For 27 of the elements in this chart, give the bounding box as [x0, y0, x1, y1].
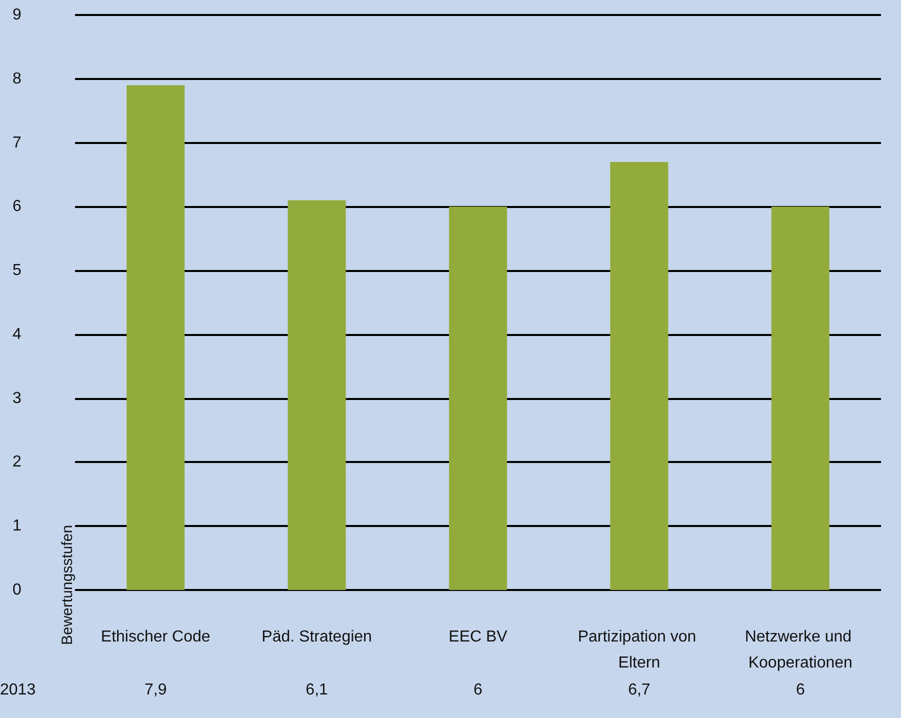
x-tick-label: Päd. Strategien — [262, 628, 372, 646]
bar — [449, 206, 507, 590]
y-axis-title: Bewertungsstufen — [59, 524, 76, 645]
bar — [288, 200, 346, 590]
data-label: 6,7 — [628, 682, 650, 698]
x-tick-label: Ethischer Code — [100, 628, 210, 646]
text: 2013 — [0, 682, 36, 698]
y-tick-label: 7 — [12, 134, 22, 152]
y-tick-label: 8 — [12, 70, 22, 88]
y-tick-label: 0 — [12, 582, 22, 598]
data-label: 7,9 — [144, 682, 167, 698]
bar — [610, 162, 668, 590]
bar — [771, 206, 830, 590]
y-tick-label: 6 — [12, 198, 22, 216]
data-label: 6,1 — [306, 682, 328, 698]
y-tick-label: 1 — [12, 518, 22, 535]
y-tick-label: 2 — [12, 454, 22, 471]
data-label: 6 — [796, 682, 805, 698]
y-tick-label: 5 — [12, 262, 22, 280]
x-tick-label: Netzwerke und Kooperationen — [744, 628, 856, 672]
y-tick-label: 4 — [12, 326, 22, 343]
bar — [126, 85, 185, 590]
y-tick-label: 3 — [12, 390, 22, 407]
y-tick-label: 9 — [12, 6, 22, 24]
data-label: 6 — [474, 682, 483, 698]
x-tick-label: EEC BV — [448, 628, 508, 646]
x-tick-label: Partizipation von Eltern — [578, 628, 701, 672]
